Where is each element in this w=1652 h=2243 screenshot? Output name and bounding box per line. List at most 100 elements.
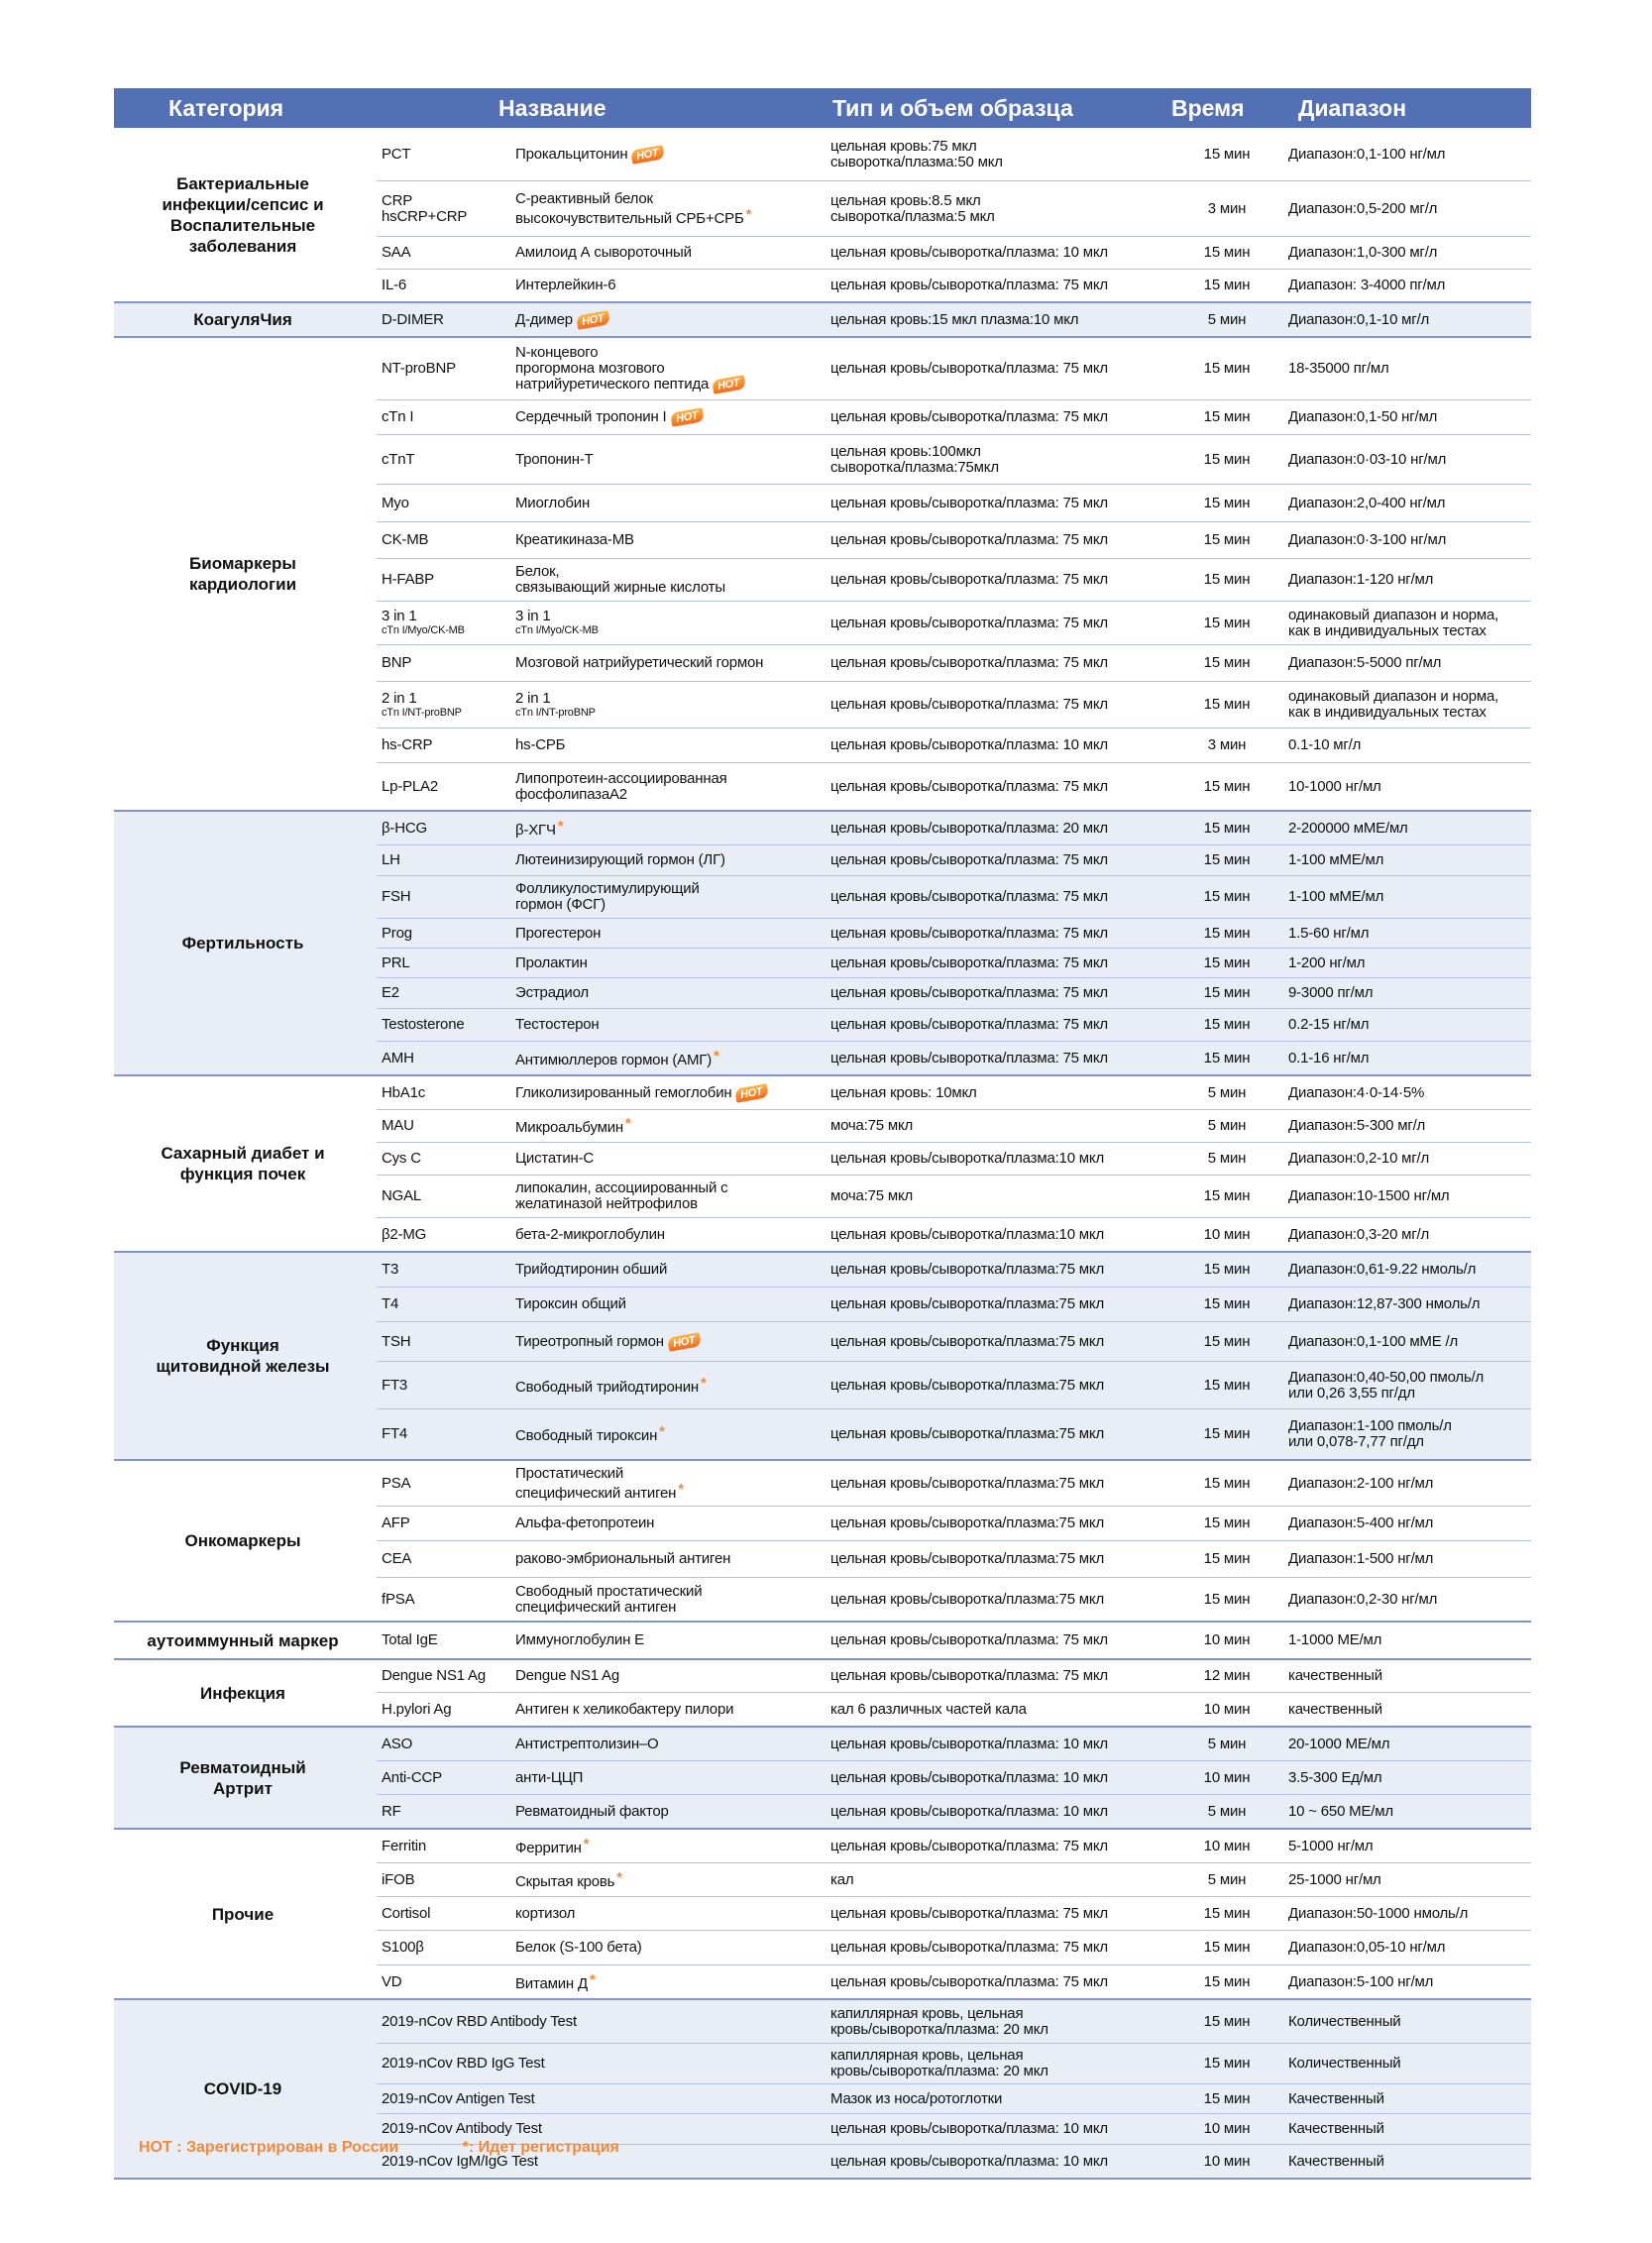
table-row: 2019-nCov Antigen Test Мазок из носа/рото… [377, 2084, 1531, 2114]
time-cell: 10 мин [1177, 1830, 1276, 1862]
sample-text: цельная кровь/сыворотка/плазма: 75 мкл [830, 1939, 1108, 1956]
sample-cell: цельная кровь/сыворотка/плазма:75 мкл [830, 1578, 1177, 1621]
name-cell: Белок (S-100 бета) [515, 1931, 830, 1964]
code-cell: Prog [382, 919, 515, 948]
time-text: 15 мин [1203, 360, 1251, 377]
code-text: cTnT [382, 450, 415, 468]
name-line: Сердечный тропонин I HOT [515, 407, 830, 427]
code-text: E2 [382, 984, 399, 1001]
range-cell: Диапазон:0,2-30 нг/мл [1288, 1578, 1536, 1621]
table-row: BNP Мозговой натрийуретический гормон цель… [377, 645, 1531, 682]
sample-text: цельная кровь/сыворотка/плазма: 75 мкл [830, 1631, 1108, 1648]
range-cell: Диапазон:0·3-100 нг/мл [1288, 522, 1536, 558]
range-text: 10-1000 нг/мл [1288, 777, 1381, 795]
category-label: Прочие [211, 1904, 275, 1924]
range-text: Диапазон: 3-4000 пг/мл [1288, 277, 1446, 293]
category-section: Функция щитовидной железы T3 Трийодтиронин… [114, 1253, 1531, 1461]
code-cell: Lp-PLA2 [382, 763, 515, 810]
time-cell: 5 мин [1177, 1728, 1276, 1760]
time-cell: 10 мин [1177, 1693, 1276, 1726]
name-text: Трийодтиронин обший [515, 1261, 668, 1278]
time-cell: 15 мин [1177, 1362, 1276, 1408]
code-cell: T4 [382, 1288, 515, 1321]
name-text: Липопротеин-ассоциированная фосфолипазаА… [515, 769, 727, 803]
time-text: 15 мин [1203, 1425, 1251, 1442]
code-text: BNP [382, 654, 412, 671]
time-text: 10 мин [1203, 1768, 1251, 1786]
range-cell: 10-1000 нг/мл [1288, 763, 1536, 810]
name-text: Д-димер [515, 310, 573, 328]
range-cell: Диапазон:0,40-50,00 пмоль/л или 0,26 3,5… [1288, 1362, 1536, 1408]
name-cell: Мозговой натрийуретический гормон [515, 645, 830, 681]
range-cell: Диапазон:0,61-9.22 нмоль/л [1288, 1253, 1536, 1287]
sample-text: цельная кровь/сыворотка/плазма: 75 мкл [830, 1049, 1108, 1066]
range-cell: Качественный [1288, 2114, 1536, 2144]
range-cell: Диапазон:2,0-400 нг/мл [1288, 485, 1536, 521]
time-cell: 15 мин [1177, 645, 1276, 681]
name-text: Прогестерон [515, 924, 602, 942]
sample-text: цельная кровь/сыворотка/плазма:75 мкл [830, 1514, 1104, 1531]
code-cell: hs-CRP [382, 729, 515, 762]
range-cell: Качественный [1288, 2084, 1536, 2113]
code-subtext: cTn I/NT-proBNP [382, 706, 462, 719]
time-text: 15 мин [1203, 408, 1251, 425]
time-cell: 15 мин [1177, 1461, 1276, 1506]
name-cell: Тестостерон [515, 1009, 830, 1041]
sample-text: моча:75 мкл [830, 1187, 914, 1204]
name-line: Пролактин [515, 954, 830, 971]
name-line: Д-димер HOT [515, 309, 830, 330]
range-text: 1-100 мМЕ/мл [1288, 851, 1384, 868]
name-cell: Антиген к хеликобактеру пилори [515, 1693, 830, 1726]
sample-cell: цельная кровь/сыворотка/плазма: 75 мкл [830, 978, 1177, 1008]
time-cell: 5 мин [1177, 1795, 1276, 1828]
time-cell: 15 мин [1177, 1322, 1276, 1361]
time-text: 15 мин [1203, 1972, 1251, 1990]
name-cell: Прокальцитонин HOT [515, 128, 830, 180]
sample-cell: цельная кровь:15 мкл плазма:10 мкл [830, 303, 1177, 336]
name-cell: Dengue NS1 Ag [515, 1660, 830, 1692]
name-cell: С-реактивный белок высокочувствительный … [515, 181, 830, 236]
name-text: Тиреотропный гормон [515, 1332, 664, 1350]
range-text: Диапазон:0,2-30 нг/мл [1288, 1590, 1438, 1608]
table-row: β2-MG бета-2-микроглобулин цельная кровь/с… [377, 1218, 1531, 1251]
code-cell: Cortisol [382, 1897, 515, 1930]
name-cell: Интерлейкин-6 [515, 270, 830, 301]
range-cell: Диапазон:0,1-50 нг/мл [1288, 400, 1536, 434]
time-text: 5 мин [1207, 1735, 1247, 1752]
sample-text: цельная кровь/сыворотка/плазма: 10 мкл [830, 2152, 1108, 2170]
category-section: Фертильность β-HCG β-ХГЧ * цельная кровь/сыв… [114, 812, 1531, 1076]
code-cell: PSA [382, 1461, 515, 1506]
code-text: 2019-nCov RBD Antibody Test [382, 2012, 577, 2030]
table-row: cTn I Сердечный тропонин I HOT цельная кров… [377, 400, 1531, 435]
code-text: Anti-CCP [382, 1768, 442, 1786]
sample-cell: кал 6 различных частей кала [830, 1693, 1177, 1726]
name-subtext: cTn I/Myo/CK-MB [515, 624, 599, 636]
name-text: Интерлейкин-6 [515, 277, 616, 293]
name-cell: раково-эмбриональный антиген [515, 1541, 830, 1577]
name-cell: анти-ЦЦП [515, 1761, 830, 1794]
time-cell: 15 мин [1177, 919, 1276, 948]
table-row: NT-proBNP N-концевого прогормона мозговог… [377, 338, 1531, 400]
time-cell: 3 мин [1177, 729, 1276, 762]
name-line: Иммуноглобулин Е [515, 1632, 830, 1648]
name-line: Гликолизированный гемоглобин HOT [515, 1082, 830, 1103]
time-cell: 15 мин [1177, 1507, 1276, 1540]
name-cell: Гликолизированный гемоглобин HOT [515, 1076, 830, 1109]
time-text: 15 мин [1203, 851, 1251, 868]
range-text: Диапазон:0,5-200 мг/л [1288, 199, 1438, 217]
sample-text: цельная кровь:15 мкл плазма:10 мкл [830, 310, 1079, 328]
name-line: Цистатин-С [515, 1151, 830, 1167]
table-row: CK-MB Креатикиназа-MB цельная кровь/сыворо… [377, 522, 1531, 559]
name-line: С-реактивный белок высокочувствительный … [515, 190, 830, 227]
sample-text: цельная кровь/сыворотка/плазма: 75 мкл [830, 360, 1108, 377]
sample-text: цельная кровь/сыворотка/плазма: 20 мкл [830, 819, 1108, 837]
code-cell: BNP [382, 645, 515, 681]
range-text: Диапазон:0,1-10 мг/л [1288, 310, 1430, 328]
name-line: раково-эмбриональный антиген [515, 1551, 830, 1567]
time-text: 5 мин [1207, 1870, 1247, 1888]
name-line: Тестостерон [515, 1017, 830, 1033]
time-cell: 15 мин [1177, 1253, 1276, 1287]
time-text: 15 мин [1203, 1474, 1251, 1492]
time-cell: 15 мин [1177, 128, 1276, 180]
table-row: Testosterone Тестостерон цельная кровь/сыв… [377, 1009, 1531, 1042]
